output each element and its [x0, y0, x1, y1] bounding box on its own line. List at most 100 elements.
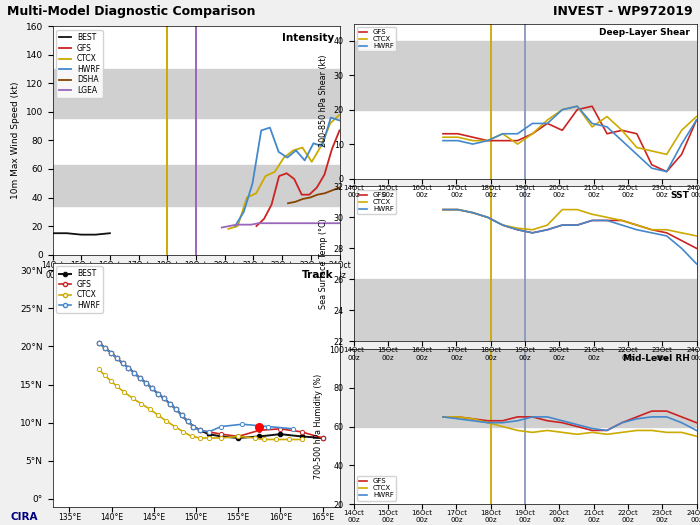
CTCX — [120, 389, 129, 395]
CTCX — [528, 429, 537, 436]
DSHA — [313, 192, 321, 198]
Text: INVEST - WP972019: INVEST - WP972019 — [554, 5, 693, 18]
HWRF — [439, 138, 447, 144]
HWRF — [543, 414, 552, 420]
GFS — [255, 427, 263, 434]
GFS — [468, 134, 477, 140]
CTCX — [454, 134, 462, 140]
HWRF — [439, 206, 447, 213]
GFS — [328, 146, 336, 152]
CTCX — [648, 227, 656, 233]
CTCX — [603, 214, 611, 220]
CTCX — [513, 141, 522, 147]
CTCX — [243, 194, 251, 201]
CTCX — [603, 431, 611, 437]
LGEA — [313, 220, 321, 226]
HWRF — [289, 426, 298, 432]
DSHA — [291, 198, 300, 205]
Bar — [354, 41, 696, 110]
HWRF — [662, 233, 671, 239]
DSHA — [298, 196, 307, 202]
CTCX — [484, 419, 492, 426]
Y-axis label: 10m Max Wind Speed (kt): 10m Max Wind Speed (kt) — [11, 82, 20, 199]
CTCX — [289, 148, 298, 154]
BEST — [106, 349, 115, 355]
BEST — [77, 232, 85, 238]
Y-axis label: 200-850 hPa Shear (kt): 200-850 hPa Shear (kt) — [319, 55, 328, 148]
HWRF — [484, 214, 492, 220]
CTCX — [662, 151, 671, 158]
GFS — [498, 417, 507, 424]
DSHA — [284, 200, 292, 206]
CTCX — [617, 127, 626, 133]
GFS — [234, 433, 242, 439]
Text: Intensity: Intensity — [281, 33, 334, 43]
HWRF — [217, 423, 225, 429]
HWRF — [498, 222, 507, 228]
HWRF — [662, 169, 671, 175]
BEST — [136, 375, 144, 382]
Text: Mid-Level RH: Mid-Level RH — [623, 354, 690, 363]
GFS — [648, 162, 656, 168]
GFS — [573, 107, 582, 113]
CTCX — [129, 395, 137, 402]
GFS — [588, 217, 596, 224]
Bar — [354, 279, 696, 341]
HWRF — [603, 124, 611, 130]
GFS — [439, 414, 447, 420]
HWRF — [528, 120, 537, 127]
HWRF — [166, 401, 174, 407]
BEST — [189, 423, 197, 429]
GFS — [603, 217, 611, 224]
GFS — [439, 206, 447, 213]
GFS — [498, 138, 507, 144]
CTCX — [234, 433, 242, 439]
GFS — [276, 426, 285, 432]
CTCX — [217, 435, 225, 441]
CTCX — [298, 436, 306, 443]
HWRF — [484, 419, 492, 426]
CTCX — [454, 206, 462, 213]
Legend: BEST, GFS, CTCX, HWRF, DSHA, LGEA: BEST, GFS, CTCX, HWRF, DSHA, LGEA — [56, 30, 103, 98]
BEST — [318, 435, 327, 441]
BEST — [217, 433, 225, 439]
BEST — [101, 345, 109, 351]
Line: HWRF: HWRF — [97, 341, 295, 434]
CTCX — [468, 416, 477, 422]
BEST — [62, 230, 71, 236]
GFS — [648, 408, 656, 414]
LGEA — [335, 220, 344, 226]
CTCX — [468, 209, 477, 216]
BEST — [160, 395, 168, 402]
GFS — [318, 435, 327, 441]
HWRF — [274, 149, 283, 155]
LGEA — [239, 222, 248, 228]
Legend: BEST, GFS, CTCX, HWRF: BEST, GFS, CTCX, HWRF — [56, 266, 103, 313]
GFS — [678, 414, 686, 420]
GFS — [558, 419, 566, 426]
HWRF — [136, 375, 144, 382]
Legend: GFS, CTCX, HWRF: GFS, CTCX, HWRF — [357, 190, 396, 214]
HWRF — [648, 414, 656, 420]
CTCX — [224, 226, 232, 232]
GFS — [313, 184, 321, 191]
GFS — [484, 417, 492, 424]
CTCX — [94, 366, 103, 372]
GFS — [498, 222, 507, 228]
Line: LGEA: LGEA — [222, 223, 340, 227]
HWRF — [263, 423, 272, 429]
GFS — [298, 429, 306, 435]
Text: Multi-Model Diagnostic Comparison: Multi-Model Diagnostic Comparison — [7, 5, 256, 18]
BEST — [106, 230, 114, 236]
CTCX — [146, 406, 154, 412]
Text: CIRA: CIRA — [10, 512, 38, 522]
CTCX — [543, 117, 552, 123]
HWRF — [327, 114, 335, 121]
Text: Track: Track — [302, 270, 334, 280]
BEST — [172, 406, 180, 412]
GFS — [633, 131, 641, 137]
GFS — [588, 427, 596, 434]
CTCX — [543, 427, 552, 434]
CTCX — [528, 131, 537, 137]
LGEA — [298, 220, 307, 226]
